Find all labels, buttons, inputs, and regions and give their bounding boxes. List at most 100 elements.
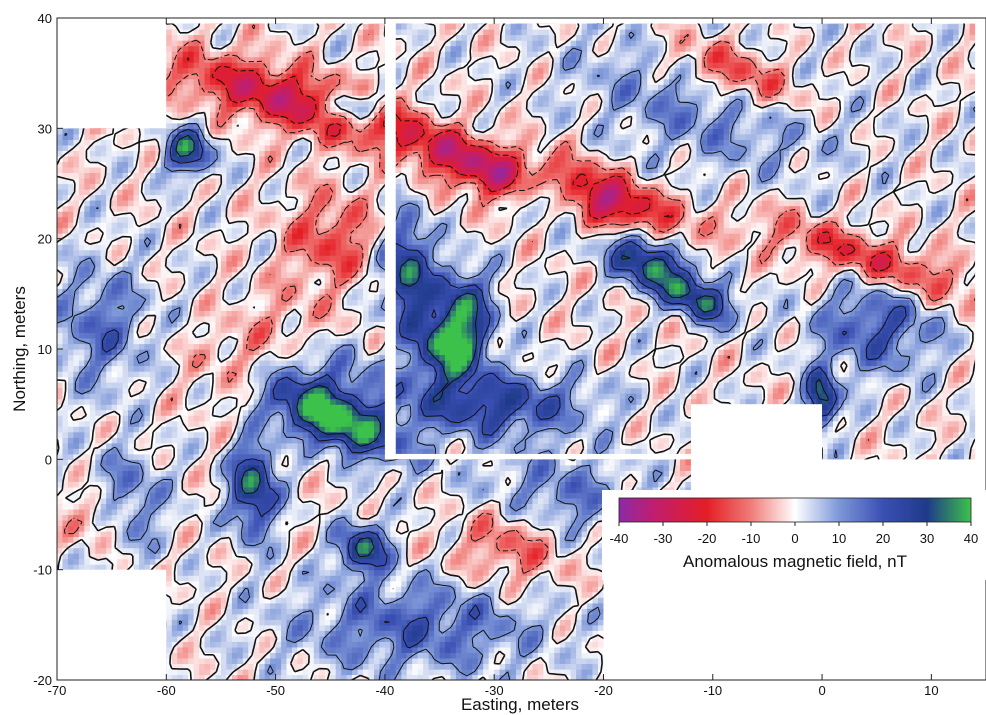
field-cell — [204, 613, 211, 620]
field-cell — [84, 100, 91, 107]
field-cell — [242, 205, 249, 212]
field-cell — [204, 580, 211, 587]
field-cell — [215, 183, 222, 190]
field-cell — [226, 310, 233, 317]
field-cell — [270, 453, 277, 460]
field-cell — [242, 442, 249, 449]
field-cell — [188, 133, 195, 140]
field-cell — [253, 426, 260, 433]
field-cell — [57, 51, 64, 58]
field-cell — [215, 547, 222, 554]
field-cell — [210, 509, 217, 516]
field-cell — [149, 133, 156, 140]
field-cell — [100, 233, 107, 240]
field-cell — [264, 40, 271, 47]
field-cell — [139, 233, 146, 240]
field-cell — [84, 122, 91, 129]
field-cell — [215, 304, 222, 311]
field-cell — [155, 100, 162, 107]
field-cell — [237, 393, 244, 400]
field-cell — [160, 194, 167, 201]
field-cell — [160, 249, 167, 256]
field-cell — [248, 608, 255, 615]
field-cell — [242, 23, 249, 30]
field-cell — [73, 200, 80, 207]
field-cell — [133, 178, 140, 185]
field-cell — [89, 194, 96, 201]
field-cell — [149, 122, 156, 129]
field-cell — [122, 415, 129, 422]
field-cell — [128, 608, 135, 615]
field-cell — [122, 531, 129, 538]
field-cell — [210, 95, 217, 102]
field-cell — [253, 520, 260, 527]
field-cell — [220, 442, 227, 449]
field-cell — [177, 486, 184, 493]
field-cell — [231, 172, 238, 179]
field-cell — [248, 139, 255, 146]
field-cell — [78, 117, 85, 124]
field-cell — [139, 67, 146, 74]
field-cell — [57, 514, 64, 521]
field-cell — [182, 354, 189, 361]
field-cell — [89, 420, 96, 427]
field-cell — [166, 189, 173, 196]
field-cell — [193, 591, 200, 598]
field-cell — [95, 315, 102, 322]
field-cell — [139, 608, 146, 615]
field-cell — [226, 564, 233, 571]
field-cell — [139, 514, 146, 521]
field-cell — [133, 255, 140, 262]
field-cell — [237, 271, 244, 278]
field-cell — [281, 326, 288, 333]
field-cell — [73, 332, 80, 339]
field-cell — [111, 150, 118, 157]
field-cell — [67, 393, 74, 400]
field-cell — [171, 514, 178, 521]
field-cell — [133, 564, 140, 571]
field-cell — [106, 663, 113, 670]
field-cell — [73, 354, 80, 361]
field-cell — [259, 426, 266, 433]
field-cell — [78, 56, 85, 63]
field-cell — [182, 161, 189, 168]
field-cell — [62, 404, 69, 411]
field-cell — [139, 409, 146, 416]
field-cell — [111, 106, 118, 113]
field-cell — [182, 122, 189, 129]
field-cell — [133, 172, 140, 179]
field-cell — [128, 558, 135, 565]
field-cell — [89, 78, 96, 85]
field-cell — [106, 183, 113, 190]
field-cell — [199, 415, 206, 422]
field-cell — [144, 553, 151, 560]
field-cell — [166, 233, 173, 240]
field-cell — [199, 277, 206, 284]
field-cell — [253, 354, 260, 361]
field-cell — [84, 56, 91, 63]
field-cell — [78, 178, 85, 185]
field-cell — [122, 597, 129, 604]
field-cell — [149, 608, 156, 615]
field-cell — [89, 635, 96, 642]
field-cell — [57, 315, 64, 322]
field-cell — [199, 40, 206, 47]
field-cell — [270, 299, 277, 306]
field-cell — [177, 398, 184, 405]
field-cell — [78, 34, 85, 41]
field-cell — [264, 624, 271, 631]
field-cell — [204, 260, 211, 267]
field-cell — [133, 608, 140, 615]
field-cell — [204, 343, 211, 350]
field-cell — [281, 459, 288, 466]
field-cell — [111, 564, 118, 571]
field-cell — [188, 393, 195, 400]
field-cell — [204, 183, 211, 190]
field-cell — [106, 166, 113, 173]
field-cell — [248, 669, 255, 676]
field-cell — [67, 509, 74, 516]
field-cell — [242, 393, 249, 400]
field-cell — [270, 338, 277, 345]
field-cell — [242, 464, 249, 471]
field-cell — [62, 486, 69, 493]
